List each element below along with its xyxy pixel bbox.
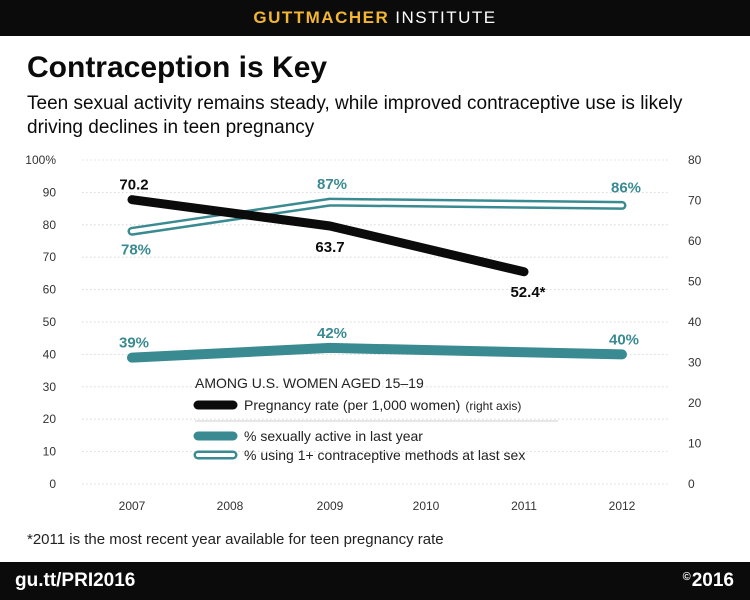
source-link[interactable]: gu.tt/PRI2016 (15, 570, 136, 591)
chart-subtitle: Teen sexual activity remains steady, whi… (27, 93, 683, 138)
y-left-tick-label: 10 (43, 445, 57, 459)
data-labels: 70.2 63.7 52.4* 39% 42% 40% 78% 87% 86% (119, 176, 641, 352)
series-line-sexually_active (127, 342, 627, 363)
data-label-sexually_active: 39% (119, 335, 149, 352)
legend-label-pregnancy: Pregnancy rate (per 1,000 women) (right a… (244, 397, 521, 413)
data-label-pregnancy: 70.2 (119, 177, 148, 194)
x-tick-label: 2009 (317, 499, 344, 513)
x-tick-label: 2007 (119, 499, 146, 513)
series-lines (127, 195, 627, 363)
y-right-tick-label: 30 (688, 356, 702, 370)
x-tick-label: 2008 (217, 499, 244, 513)
axis-tick-labels: 0 10 20 30 40 50 60 70 80 90 100% 0 10 20 30 40 50 60 70 80… (25, 153, 701, 513)
y-right-tick-label: 50 (688, 275, 702, 289)
legend-label-sexually-active: % sexually active in last year (244, 428, 423, 444)
legend-heading: AMONG U.S. WOMEN AGED 15–19 (195, 375, 424, 391)
y-right-tick-label: 20 (688, 396, 702, 410)
copyright: ©2016 (683, 570, 734, 592)
data-label-sexually_active: 40% (609, 331, 639, 348)
y-right-tick-label: 10 (688, 437, 702, 451)
brand-name-light: INSTITUTE (395, 8, 497, 27)
y-right-tick-label: 70 (688, 194, 702, 208)
y-right-tick-label: 40 (688, 315, 702, 329)
copyright-year: 2016 (691, 570, 734, 591)
grid-lines (82, 159, 668, 485)
y-right-tick-label: 80 (688, 153, 702, 167)
y-left-tick-label: 0 (49, 477, 56, 491)
x-tick-label: 2012 (609, 499, 636, 513)
legend-label-contraceptive: % using 1+ contraceptive methods at last… (244, 447, 525, 463)
y-left-tick-label: 70 (43, 250, 57, 264)
data-label-contraceptive: 87% (317, 176, 347, 193)
x-tick-label: 2011 (511, 499, 537, 513)
data-label-sexually_active: 42% (317, 325, 347, 342)
y-left-tick-label: 30 (43, 380, 57, 394)
y-left-tick-label: 40 (43, 347, 57, 361)
y-left-tick-label: 100% (25, 153, 56, 167)
data-label-contraceptive: 86% (611, 179, 641, 196)
data-label-pregnancy: 63.7 (315, 239, 344, 256)
legend-label-pregnancy-axis-note: (right axis) (465, 399, 521, 413)
bottom-banner: gu.tt/PRI2016 ©2016 (0, 562, 750, 600)
y-left-tick-label: 50 (43, 315, 57, 329)
top-banner: GUTTMACHER INSTITUTE (0, 0, 750, 36)
y-left-tick-label: 90 (43, 185, 57, 199)
legend: AMONG U.S. WOMEN AGED 15–19 Pregnancy ra… (193, 375, 558, 463)
y-right-tick-label: 60 (688, 234, 702, 248)
legend-label-pregnancy-name: Pregnancy rate (per 1,000 women) (244, 397, 460, 413)
brand-name-bold: GUTTMACHER (253, 8, 390, 27)
y-left-tick-label: 60 (43, 283, 57, 297)
footnote: *2011 is the most recent year available … (27, 531, 444, 548)
x-tick-label: 2010 (413, 499, 440, 513)
data-label-pregnancy: 52.4* (510, 284, 545, 301)
series-line-pregnancy (127, 195, 529, 277)
series-line-contraceptive-inner (130, 200, 624, 234)
y-left-tick-label: 20 (43, 412, 57, 426)
data-label-contraceptive: 78% (121, 241, 151, 258)
y-left-tick-label: 80 (43, 218, 57, 232)
copyright-symbol: © (682, 571, 691, 583)
y-right-tick-label: 0 (688, 477, 695, 491)
chart-title: Contraception is Key (27, 51, 328, 84)
